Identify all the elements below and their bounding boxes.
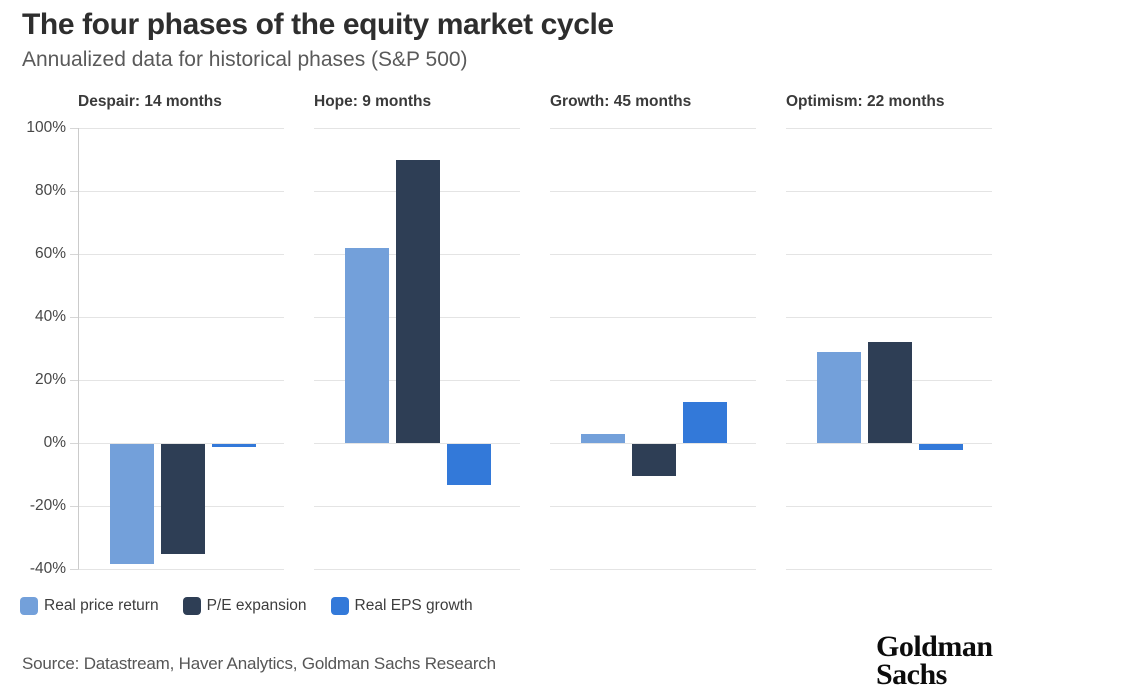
pe-expansion-swatch-icon <box>182 597 201 615</box>
legend-label: P/E expansion <box>206 597 307 614</box>
legend-item-real-eps-growth: Real EPS growth <box>330 597 473 615</box>
gridline <box>314 569 520 570</box>
gridline <box>786 569 992 570</box>
logo-line-1: Goldman <box>876 630 993 663</box>
y-axis-tick <box>70 380 80 381</box>
y-axis-tick <box>70 443 80 444</box>
gridline <box>550 191 756 192</box>
real-eps-growth-swatch-icon <box>330 597 349 615</box>
panel-plot <box>786 128 992 570</box>
panel-3: Growth: 45 months <box>550 88 756 570</box>
gridline <box>550 128 756 129</box>
bar-real-eps-growth <box>919 444 963 451</box>
panel-title: Despair: 14 months <box>78 93 222 110</box>
gridline <box>786 317 992 318</box>
gridline <box>550 380 756 381</box>
logo-line-2: Sachs <box>876 658 947 691</box>
gridline <box>79 569 284 570</box>
y-axis-tick <box>70 317 80 318</box>
panel-plot <box>78 128 284 570</box>
gridline <box>79 254 284 255</box>
goldman-sachs-logo: Goldman Sachs <box>876 630 993 691</box>
gridline <box>314 128 520 129</box>
gridline <box>786 191 992 192</box>
bar-real-eps-growth <box>683 402 727 443</box>
legend-label: Real EPS growth <box>354 597 473 614</box>
panel-1: Despair: 14 months <box>78 88 284 570</box>
y-axis-tick <box>70 191 80 192</box>
bar-p-e-expansion <box>868 342 912 443</box>
gridline <box>79 191 284 192</box>
y-axis-label: 20% <box>34 371 66 388</box>
y-axis-tick <box>70 128 80 129</box>
y-axis-label: 100% <box>26 119 66 136</box>
chart-subtitle: Annualized data for historical phases (S… <box>22 48 468 71</box>
y-axis-label: 80% <box>34 182 66 199</box>
bar-real-price-return <box>581 433 625 443</box>
panel-title: Growth: 45 months <box>550 93 692 110</box>
panel-plot <box>314 128 520 570</box>
gridline <box>786 443 992 444</box>
gridline <box>79 317 284 318</box>
y-axis-label: 40% <box>34 308 66 325</box>
y-axis-tick <box>70 569 80 570</box>
gridline <box>550 317 756 318</box>
panel-plot <box>550 128 756 570</box>
bar-real-eps-growth <box>447 444 491 485</box>
gridline <box>786 128 992 129</box>
gridline <box>786 254 992 255</box>
gridline <box>550 254 756 255</box>
gridline <box>550 506 756 507</box>
gridline <box>550 569 756 570</box>
y-axis-label: 0% <box>43 434 66 451</box>
bar-real-eps-growth <box>212 444 256 448</box>
bar-real-price-return <box>110 444 154 564</box>
bar-p-e-expansion <box>632 444 676 476</box>
bar-real-price-return <box>345 247 389 443</box>
y-axis-tick <box>70 254 80 255</box>
panel-title: Hope: 9 months <box>314 93 432 110</box>
gridline <box>550 443 756 444</box>
chart-title: The four phases of the equity market cyc… <box>22 8 614 41</box>
gridline <box>79 380 284 381</box>
panel-title: Optimism: 22 months <box>786 93 945 110</box>
legend-item-real-price-return: Real price return <box>20 597 159 615</box>
gridline <box>79 443 284 444</box>
y-axis-label: -20% <box>29 497 66 514</box>
bar-p-e-expansion <box>161 444 205 555</box>
legend-item-pe-expansion: P/E expansion <box>182 597 307 615</box>
source-note: Source: Datastream, Haver Analytics, Gol… <box>22 654 496 673</box>
gridline <box>314 506 520 507</box>
gridline <box>314 443 520 444</box>
y-axis-label: -40% <box>29 560 66 577</box>
bar-real-price-return <box>817 351 861 443</box>
bar-p-e-expansion <box>396 159 440 443</box>
panel-2: Hope: 9 months <box>314 88 520 570</box>
real-price-return-swatch-icon <box>20 597 38 615</box>
legend: Real price return P/E expansion Real EPS… <box>20 597 473 615</box>
gridline <box>786 506 992 507</box>
y-axis-tick <box>70 506 80 507</box>
panel-4: Optimism: 22 months <box>786 88 992 570</box>
y-axis-label: 60% <box>34 245 66 262</box>
gridline <box>79 128 284 129</box>
legend-label: Real price return <box>44 597 159 614</box>
